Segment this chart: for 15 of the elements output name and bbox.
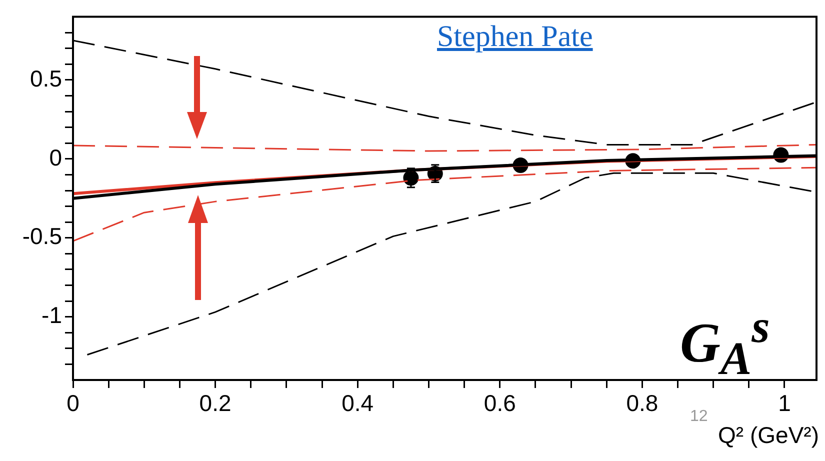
x-tick-label: 0.6 xyxy=(484,390,516,416)
x-tick-label: 0.4 xyxy=(342,390,374,416)
y-tick-label: -1 xyxy=(42,302,62,328)
x-tick-label: 1 xyxy=(778,390,791,416)
text: 12 xyxy=(690,408,708,426)
x-tick-label: 0 xyxy=(66,390,80,416)
line-series xyxy=(73,166,816,242)
y-tick-label: 0.5 xyxy=(30,65,62,92)
line-series xyxy=(73,144,816,152)
x-tick-label: 0.8 xyxy=(626,390,658,416)
y-tick-label: -0.5 xyxy=(22,223,62,250)
y-tick-label: 0 xyxy=(49,144,62,170)
x-axis-title: Q² (GeV²) xyxy=(718,422,819,449)
annotation: Stephen Pate xyxy=(437,20,593,54)
x-tick-label: 0.2 xyxy=(199,390,232,416)
